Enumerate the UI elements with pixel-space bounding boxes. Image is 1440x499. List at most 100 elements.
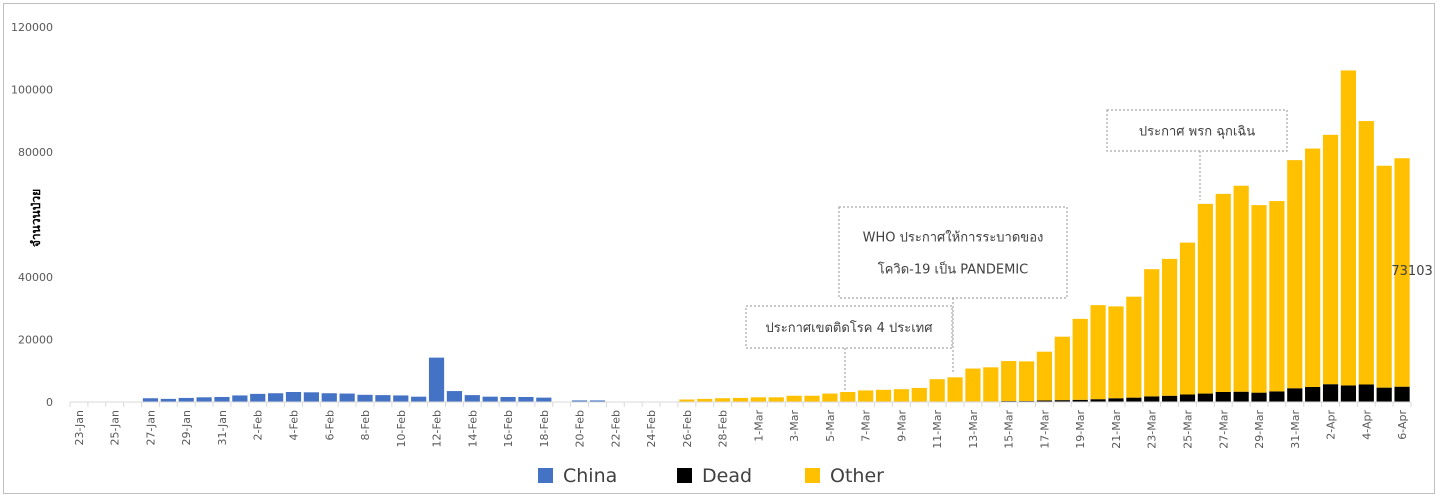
bar-other-18-mar [1054,336,1070,401]
bar-dead-29-mar [1251,392,1267,402]
x-tick-label: 6-Feb [323,410,336,440]
bar-other-4-mar [804,395,820,402]
bar-china-12-feb [428,357,445,402]
bar-dead-22-mar [1126,397,1142,402]
bar-dead-3-apr [1340,385,1357,402]
bar-dead-17-mar [1036,400,1053,402]
bar-other-27-mar [1215,193,1231,392]
x-tick-label: 25-Mar [1182,410,1195,449]
bars: 73103 [142,70,1433,402]
bar-other-26-feb [679,399,695,402]
bar-other-3-mar [786,395,802,402]
bar-other-22-mar [1126,296,1142,398]
bar-other-24-mar [1162,258,1178,396]
bar-dead-5-apr [1376,387,1392,402]
y-tick-label: 40000 [18,271,53,284]
bar-dead-2-apr [1322,384,1339,402]
bar-dead-31-mar [1287,388,1303,402]
legend-swatch-dead [677,468,692,483]
bar-china-18-feb [536,397,552,402]
bar-other-7-mar [858,390,874,402]
bar-other-21-mar [1108,306,1124,399]
bar-other-23-mar [1144,269,1160,397]
bar-other-26-mar [1197,203,1213,394]
bar-other-1-mar [750,397,766,402]
bar-dead-23-mar [1144,396,1160,402]
bar-dead-19-mar [1072,399,1088,402]
bar-china-21-feb [589,400,606,402]
bar-other-31-mar [1287,160,1303,389]
bar-other-25-mar [1179,242,1196,395]
bar-china-17-feb [518,397,534,402]
bar-china-16-feb [500,397,516,402]
y-tick-label: 120000 [11,21,53,34]
legend: China Dead Other [538,465,884,487]
x-tick-label: 29-Jan [180,410,193,446]
bar-china-30-jan [196,397,212,402]
x-tick-label: 13-Mar [967,410,980,449]
x-tick-label: 7-Mar [860,410,873,442]
y-tick-label: 0 [46,396,53,409]
annotation-text: WHO ประกาศให้การระบาดของ [863,230,1044,246]
x-tick-label: 5-Mar [824,410,837,442]
bar-other-14-mar [983,367,999,402]
x-tick-label: 8-Feb [359,410,372,440]
bar-china-1-feb [232,395,248,402]
bar-dead-27-mar [1215,392,1231,402]
bar-china-28-jan [160,398,176,402]
x-tick-label: 9-Mar [895,410,908,442]
annotation-callout: ประกาศ พรก ฉุกเฉิน [1106,109,1288,200]
annotation-text: โควิด-19 เป็น PANDEMIC [878,260,1028,278]
bar-dead-26-mar [1197,393,1213,402]
bar-other-29-mar [1251,205,1267,393]
legend-label-dead: Dead [702,465,752,487]
x-tick-label: 29-Mar [1253,410,1266,449]
bar-china-3-feb [268,393,284,402]
bar-dead-1-apr [1305,387,1321,402]
x-tick-label: 2-Apr [1325,410,1338,440]
x-tick-label: 27-Jan [144,410,157,446]
x-tick-label: 3-Mar [788,410,801,442]
x-tick-label: 31-Mar [1289,410,1302,449]
bar-china-4-feb [285,392,302,402]
x-tick-label: 23-Mar [1146,410,1159,449]
x-tick-label: 12-Feb [431,410,444,447]
x-tick-label: 28-Feb [717,410,730,447]
y-tick-label: 100000 [11,84,53,97]
bar-other-19-mar [1072,318,1088,400]
x-tick-label: 6-Apr [1396,410,1409,440]
bar-china-27-jan [142,398,159,402]
bar-china-13-feb [446,391,463,402]
chart-frame [3,3,1435,494]
bar-other-28-feb [715,398,731,402]
bar-other-3-apr [1340,70,1357,386]
annotation-box [838,206,1068,299]
bar-dead-20-mar [1090,399,1106,402]
bar-china-9-feb [375,395,391,402]
x-tick-label: 21-Mar [1110,410,1123,449]
x-tick-label: 17-Mar [1038,410,1051,449]
bar-other-6-apr [1394,158,1410,387]
x-tick-label: 11-Mar [931,410,944,449]
bar-dead-18-mar [1054,400,1070,402]
bar-other-8-mar [875,389,892,402]
x-tick-label: 25-Jan [109,410,122,446]
bar-china-7-feb [339,393,355,402]
bar-other-2-mar [768,397,784,402]
y-tick-label: 20000 [18,334,53,347]
bar-other-4-apr [1358,121,1374,385]
bar-china-31-jan [214,397,230,402]
bar-china-14-feb [464,395,480,402]
annotation-text: ประกาศ พรก ฉุกเฉิน [1139,125,1255,140]
bar-other-13-mar [965,368,981,402]
x-tick-label: 4-Feb [288,410,301,440]
bar-other-9-mar [893,389,910,402]
annotation-text: ประกาศเขตติดโรค 4 ประเทศ [766,320,934,336]
y-axis-label: จำนวนป่วย [29,189,43,247]
bar-china-10-feb [393,395,409,402]
bar-china-11-feb [411,396,427,402]
bar-other-16-mar [1018,361,1035,402]
bar-dead-30-mar [1269,391,1285,402]
